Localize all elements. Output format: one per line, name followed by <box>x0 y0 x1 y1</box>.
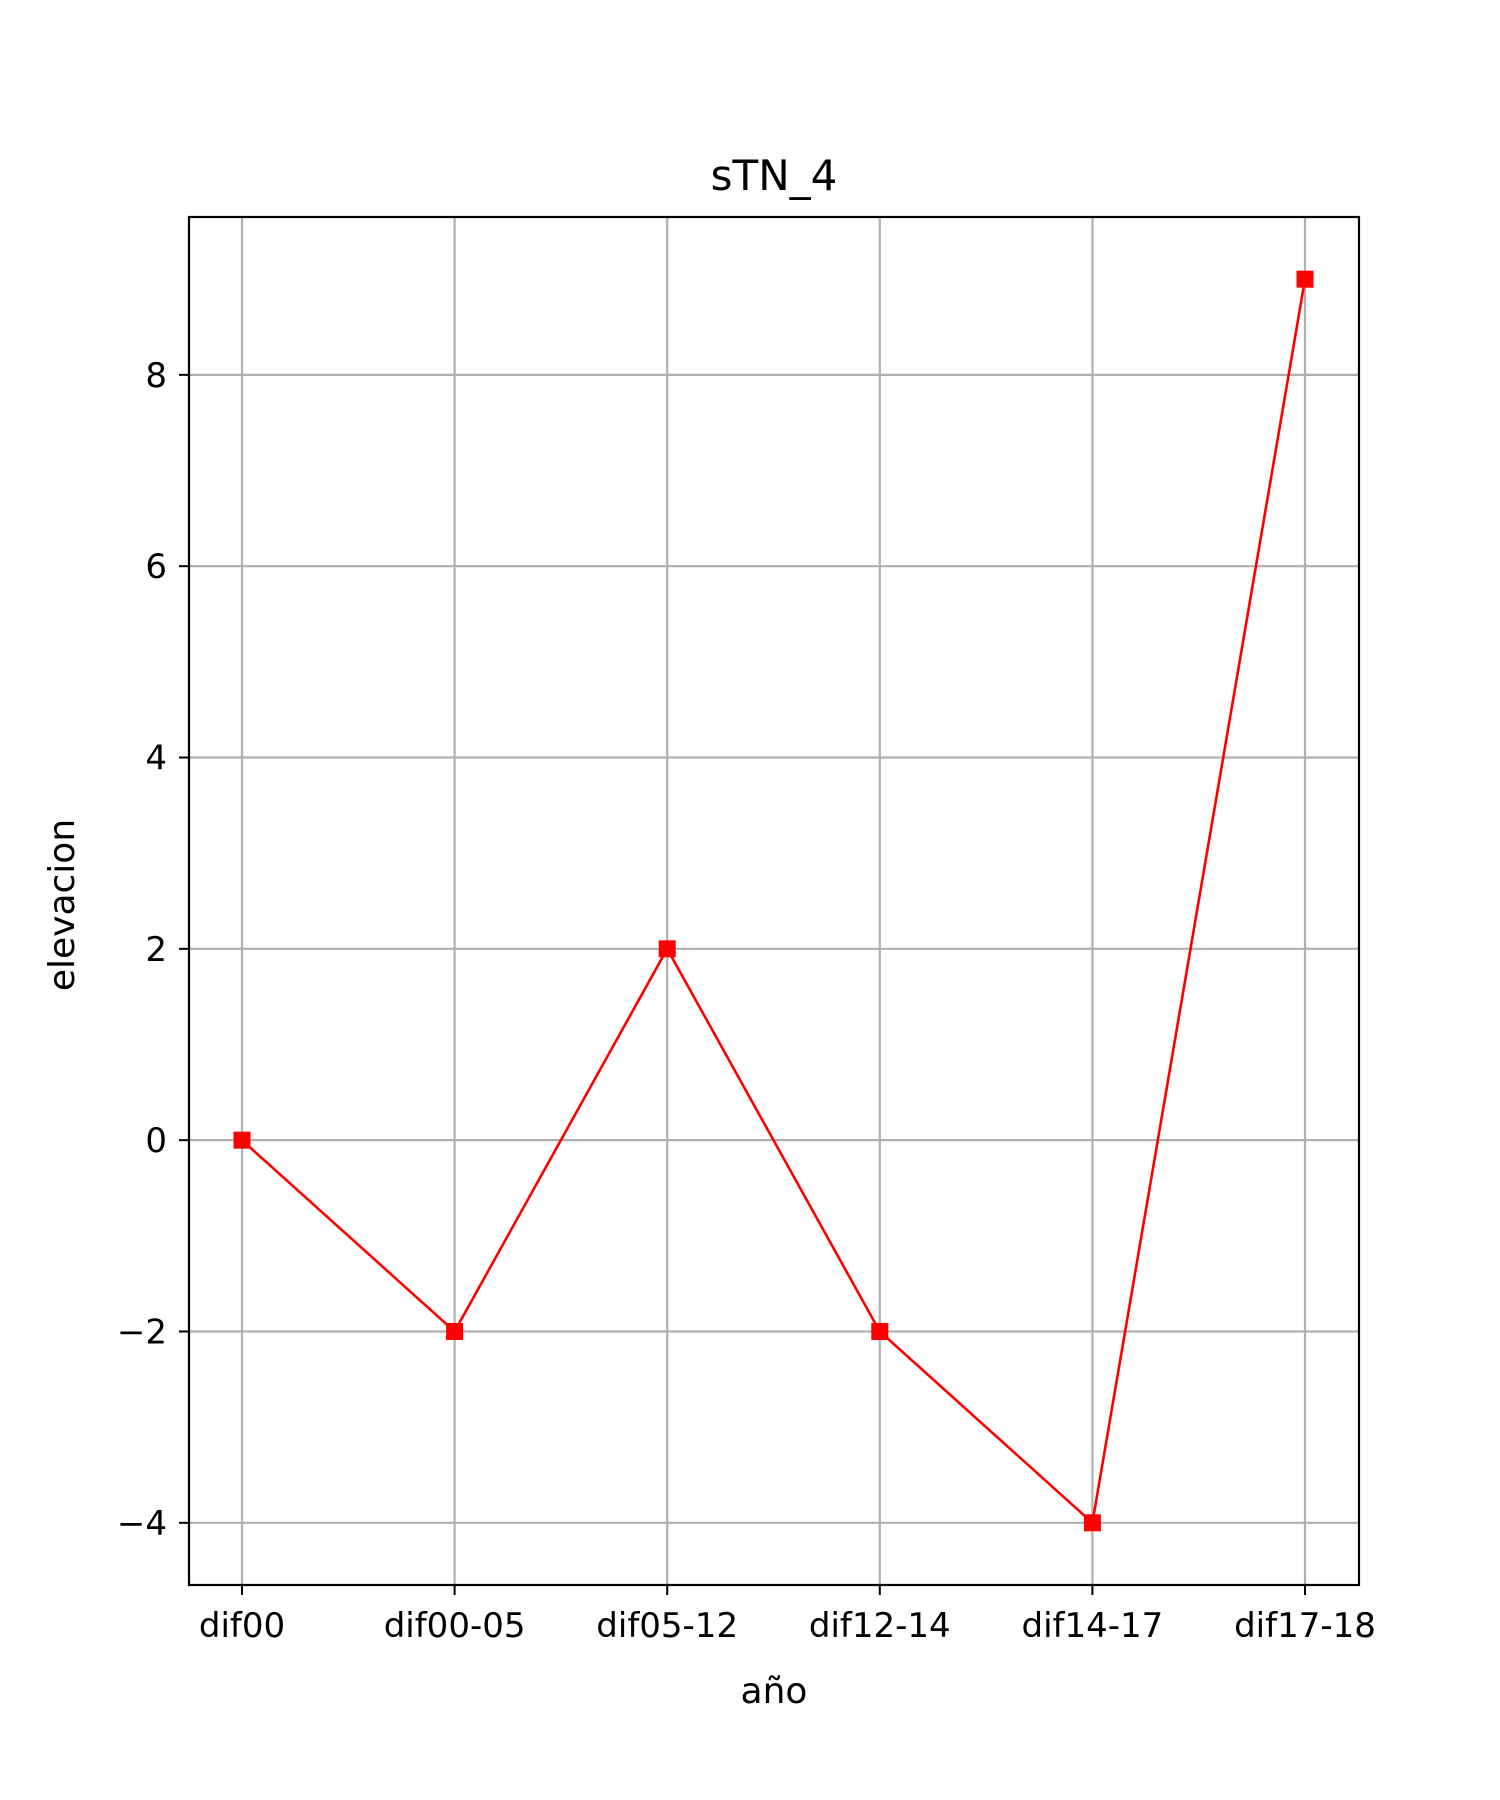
y-tick-label: 0 <box>145 1121 167 1161</box>
grid <box>189 217 1359 1585</box>
data-point-marker <box>871 1322 889 1340</box>
x-tick-label: dif00-05 <box>384 1606 526 1646</box>
y-tick-label: 4 <box>145 739 167 779</box>
data-point-marker <box>233 1131 251 1149</box>
data-point-marker <box>1083 1514 1101 1532</box>
y-tick-label: 8 <box>145 356 167 396</box>
data-series <box>233 270 1314 1532</box>
y-tick-label: −2 <box>117 1312 167 1352</box>
x-axis-title: año <box>741 1671 808 1712</box>
x-tick-label: dif14-17 <box>1022 1606 1164 1646</box>
series-line <box>241 278 1307 1526</box>
x-tick-label: dif17-18 <box>1234 1606 1376 1646</box>
data-point-marker <box>1296 270 1314 288</box>
y-tick-label: 2 <box>145 930 167 970</box>
data-point-marker <box>658 940 676 958</box>
x-tick-label: dif00 <box>199 1606 285 1646</box>
chart-title: sTN_4 <box>711 151 838 200</box>
data-point-marker <box>446 1322 464 1340</box>
y-axis-title: elevacion <box>42 819 83 991</box>
y-tick-label: 6 <box>145 547 167 587</box>
axis-ticks: dif00 dif00-05 dif05-12 dif12-14 dif14-17 dif… <box>117 356 1376 1646</box>
x-tick-label: dif05-12 <box>596 1606 738 1646</box>
y-tick-label: −4 <box>117 1504 167 1544</box>
axes-frame <box>187 215 1361 1587</box>
x-tick-label: dif12-14 <box>809 1606 951 1646</box>
